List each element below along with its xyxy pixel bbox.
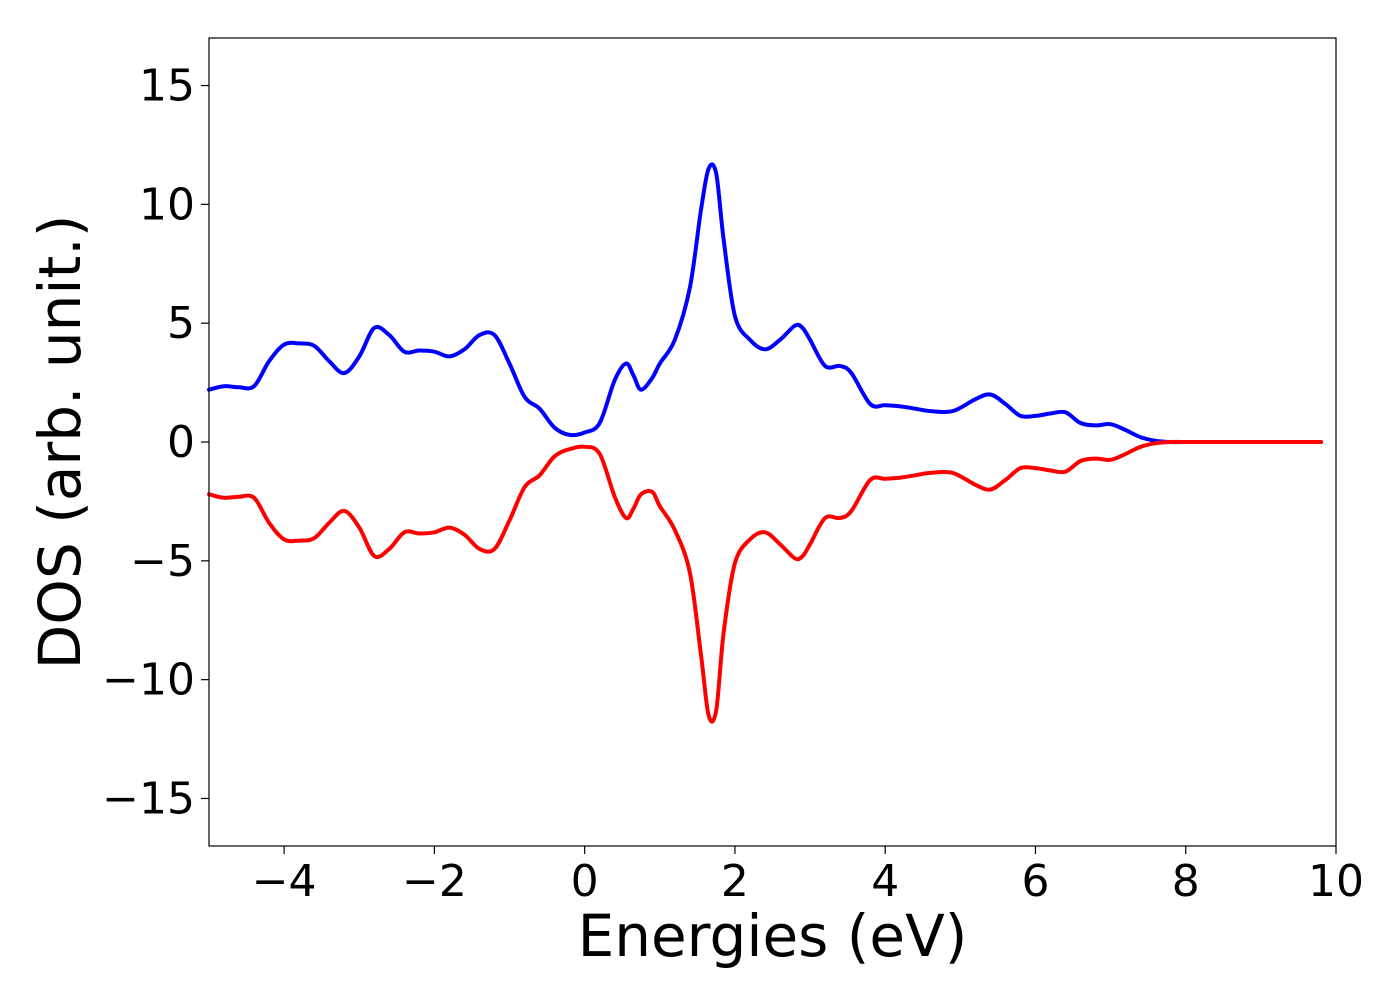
- series-layer: [207, 162, 1323, 724]
- series-line-2: [207, 439, 1323, 724]
- y-axis-title: DOS (arb. unit.): [26, 215, 94, 670]
- y-tick-label: 0: [167, 417, 195, 468]
- x-tick-label: −2: [402, 856, 467, 907]
- x-tick-label: 10: [1308, 856, 1364, 907]
- y-tick-label: −5: [130, 536, 195, 587]
- x-tick-label: 6: [1021, 856, 1049, 907]
- x-tick-label: 8: [1172, 856, 1200, 907]
- series-line-1: [207, 162, 1323, 445]
- y-tick-label: −10: [102, 655, 195, 706]
- y-axis: 15 10 5 0 −5 −10 −15: [102, 61, 209, 824]
- x-tick-label: 4: [871, 856, 899, 907]
- x-axis-title: Energies (eV): [578, 902, 968, 970]
- y-tick-label: 5: [167, 298, 195, 349]
- y-tick-label: 15: [139, 61, 195, 112]
- x-axis: −4 −2 0 2 4 6 8 10: [252, 846, 1364, 907]
- y-tick-label: 10: [139, 179, 195, 230]
- x-tick-label: 0: [571, 856, 599, 907]
- x-tick-label: −4: [252, 856, 317, 907]
- y-tick-label: −15: [102, 773, 195, 824]
- x-tick-label: 2: [721, 856, 749, 907]
